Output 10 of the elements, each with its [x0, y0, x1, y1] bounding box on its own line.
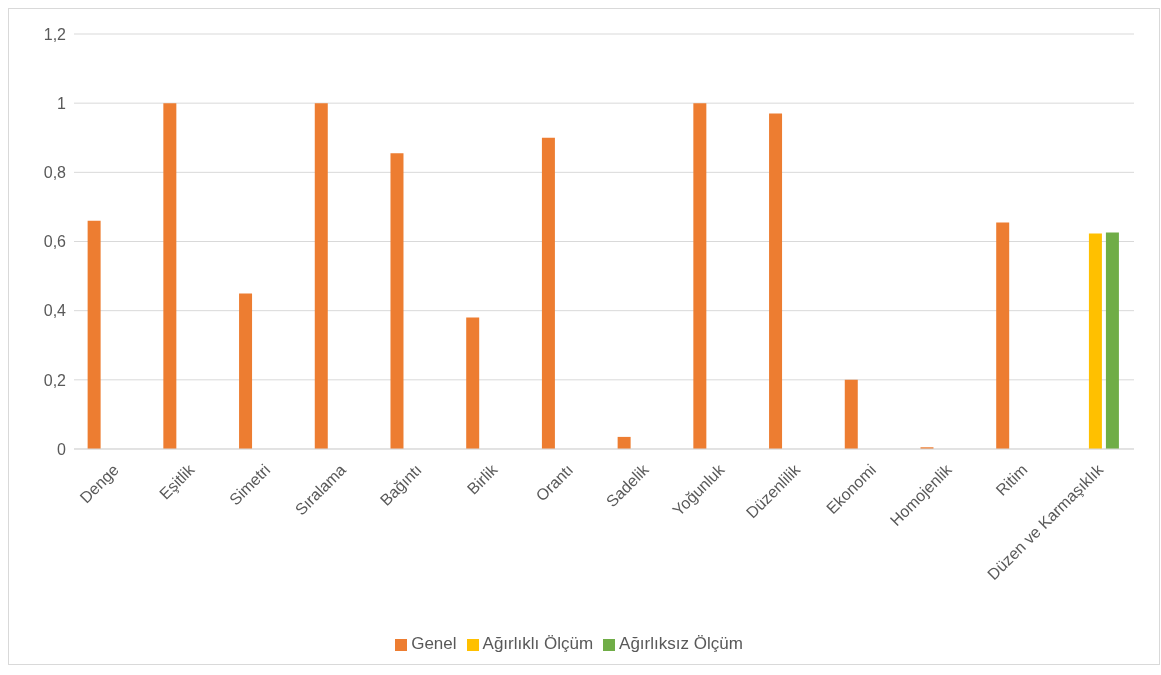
legend-label: Ağırlıklı Ölçüm	[482, 634, 594, 653]
y-tick-label: 1,2	[43, 25, 67, 43]
y-tick-label: 0,6	[43, 233, 67, 251]
y-tick-label: 0	[57, 440, 67, 458]
y-tick-label: 1	[57, 94, 67, 112]
legend-label: Ağırlıksız Ölçüm	[619, 634, 743, 653]
y-tick-label: 0,4	[43, 302, 67, 320]
y-tick-label: 0,2	[43, 371, 67, 389]
y-tick-label: 0,8	[43, 164, 67, 182]
legend-label: Genel	[411, 634, 457, 653]
